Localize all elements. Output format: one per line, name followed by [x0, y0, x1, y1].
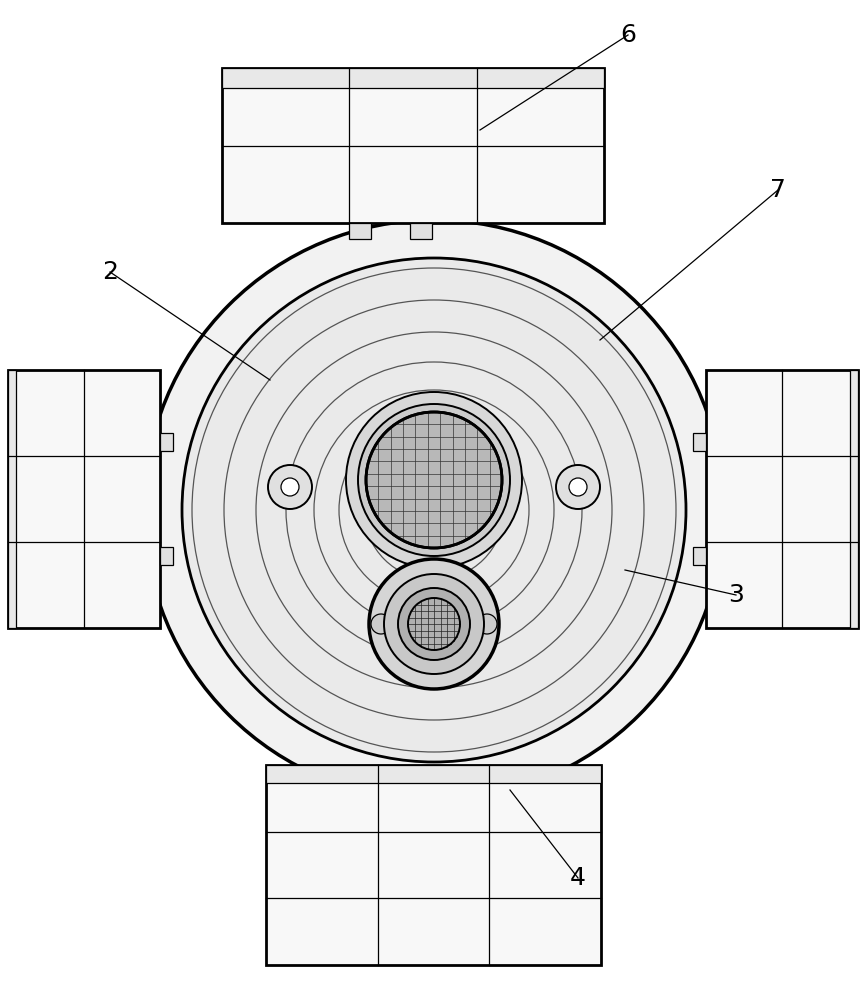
Bar — [8, 370, 16, 628]
Bar — [850, 370, 858, 628]
Circle shape — [281, 478, 299, 496]
Bar — [160, 433, 173, 451]
Bar — [222, 68, 604, 223]
Text: 4: 4 — [570, 866, 586, 890]
Circle shape — [366, 412, 502, 548]
Text: 7: 7 — [770, 178, 786, 202]
Bar — [266, 765, 601, 965]
Circle shape — [556, 465, 600, 509]
Bar — [160, 547, 173, 565]
Circle shape — [371, 614, 391, 634]
Bar — [409, 223, 432, 239]
Circle shape — [384, 574, 484, 674]
Text: 3: 3 — [728, 583, 744, 607]
Bar — [693, 547, 706, 565]
Bar — [8, 370, 160, 628]
Circle shape — [569, 478, 587, 496]
Circle shape — [398, 588, 470, 660]
Text: 6: 6 — [620, 23, 636, 47]
Bar — [222, 68, 604, 88]
Circle shape — [144, 220, 724, 800]
Circle shape — [268, 465, 312, 509]
Bar — [706, 370, 858, 628]
Bar — [693, 433, 706, 451]
Bar — [349, 223, 370, 239]
Bar — [266, 765, 601, 783]
Circle shape — [369, 559, 499, 689]
Circle shape — [358, 404, 510, 556]
Circle shape — [346, 392, 522, 568]
Circle shape — [182, 258, 686, 762]
Circle shape — [477, 614, 497, 634]
Text: 2: 2 — [102, 260, 118, 284]
